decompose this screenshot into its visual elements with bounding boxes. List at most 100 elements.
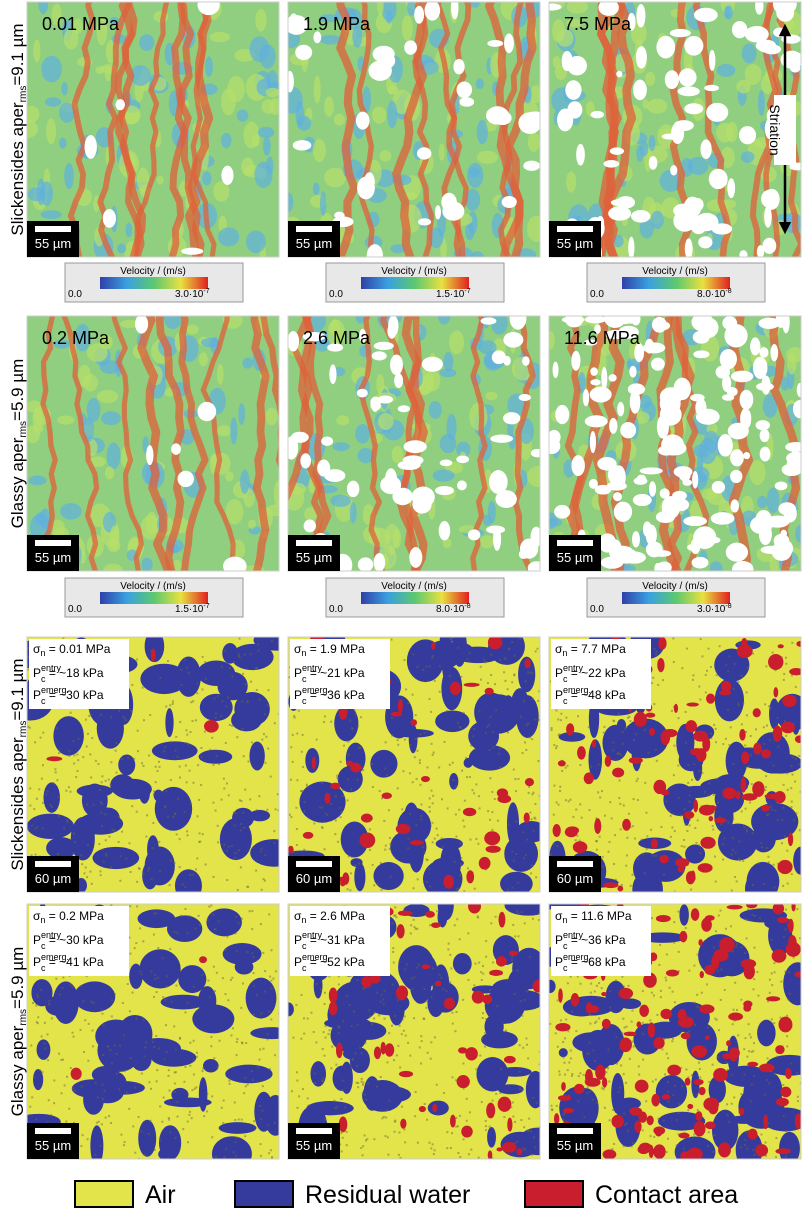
speckle bbox=[555, 747, 558, 750]
speckle bbox=[425, 880, 428, 883]
speckle bbox=[672, 661, 675, 664]
speckle bbox=[379, 1000, 382, 1003]
dry-area bbox=[588, 478, 598, 489]
speckle bbox=[605, 1071, 608, 1074]
speckle bbox=[157, 946, 160, 949]
phase-label-sigma: σn = 11.6 MPa bbox=[555, 909, 632, 925]
speckle bbox=[631, 1141, 634, 1144]
water-blob bbox=[794, 709, 801, 721]
value: = ~36 kPa bbox=[307, 688, 365, 702]
speckle bbox=[321, 1048, 324, 1051]
speckle bbox=[783, 935, 786, 938]
speckle bbox=[128, 1010, 131, 1013]
speckle bbox=[152, 821, 155, 824]
speckle bbox=[91, 1029, 94, 1032]
speckle bbox=[476, 915, 479, 918]
contact-spot bbox=[602, 1149, 617, 1159]
water-blob bbox=[340, 821, 369, 858]
speckle bbox=[743, 1048, 746, 1051]
speckle bbox=[743, 826, 746, 829]
speckle bbox=[412, 887, 415, 890]
contact-spot bbox=[633, 712, 647, 727]
speckle bbox=[52, 782, 55, 785]
speckle bbox=[368, 1015, 371, 1018]
speckle bbox=[661, 1048, 664, 1051]
speckle bbox=[641, 1021, 644, 1024]
scale-bar-line bbox=[296, 226, 332, 232]
speckle bbox=[102, 1053, 105, 1056]
speckle bbox=[223, 843, 226, 846]
water-blob bbox=[198, 749, 233, 764]
speckle bbox=[35, 1118, 38, 1121]
speckle bbox=[409, 772, 412, 775]
dry-area bbox=[682, 479, 692, 486]
dry-area bbox=[327, 343, 344, 352]
dry-area bbox=[292, 140, 312, 151]
speckle bbox=[636, 799, 639, 802]
speckle bbox=[564, 1073, 567, 1076]
colorbar-max-exponent: -7 bbox=[464, 288, 470, 295]
contact-spot bbox=[466, 870, 475, 884]
speckle bbox=[679, 814, 682, 817]
flow-spot bbox=[352, 24, 363, 48]
water-blob bbox=[159, 1125, 182, 1159]
speckle bbox=[388, 1099, 391, 1102]
speckle bbox=[623, 1026, 626, 1029]
speckle bbox=[62, 637, 65, 640]
contact-spot bbox=[658, 637, 667, 650]
speckle bbox=[167, 1069, 170, 1072]
contact-spot bbox=[704, 964, 716, 976]
speckle bbox=[454, 1030, 457, 1033]
speckle bbox=[717, 1029, 720, 1032]
water-blob bbox=[197, 660, 236, 687]
speckle bbox=[688, 794, 691, 797]
speckle bbox=[249, 653, 252, 656]
flow-spot bbox=[446, 413, 457, 441]
speckle bbox=[100, 781, 103, 784]
speckle bbox=[491, 1099, 494, 1102]
water-blob bbox=[160, 994, 207, 1010]
dry-area bbox=[730, 469, 743, 484]
row-label-suffix: =9.1 µm bbox=[8, 658, 27, 720]
sub: c bbox=[563, 696, 568, 706]
speckle bbox=[538, 719, 540, 722]
contact-spot bbox=[601, 991, 607, 997]
speckle bbox=[40, 777, 43, 780]
water-blob bbox=[33, 1069, 44, 1091]
water-blob bbox=[370, 749, 398, 778]
speckle bbox=[220, 798, 223, 801]
speckle bbox=[169, 1131, 172, 1134]
speckle bbox=[238, 637, 241, 640]
speckle bbox=[347, 740, 350, 743]
flow-spot bbox=[377, 2, 384, 16]
pressure-label: 7.5 MPa bbox=[564, 14, 632, 34]
speckle bbox=[61, 1058, 64, 1061]
speckle bbox=[671, 990, 674, 993]
speckle bbox=[55, 727, 58, 730]
speckle bbox=[305, 783, 308, 786]
contact-spot bbox=[720, 680, 732, 693]
flow-spot bbox=[254, 161, 273, 188]
speckle bbox=[234, 932, 237, 935]
speckle bbox=[237, 849, 240, 852]
dry-area bbox=[645, 541, 663, 558]
speckle bbox=[497, 752, 500, 755]
speckle bbox=[490, 653, 493, 656]
speckle bbox=[649, 1135, 652, 1138]
speckle bbox=[529, 671, 532, 674]
speckle bbox=[220, 714, 223, 717]
dry-area bbox=[755, 510, 772, 531]
speckle bbox=[407, 1041, 410, 1044]
speckle bbox=[461, 769, 464, 772]
speckle bbox=[79, 1028, 82, 1031]
speckle bbox=[790, 806, 793, 809]
contact-spot bbox=[359, 832, 376, 849]
speckle bbox=[628, 1057, 631, 1060]
contact-spot bbox=[791, 904, 796, 912]
speckle bbox=[290, 1090, 293, 1093]
speckle bbox=[655, 650, 658, 653]
dry-area bbox=[684, 35, 704, 56]
speckle bbox=[665, 800, 668, 803]
speckle bbox=[730, 889, 733, 892]
speckle bbox=[174, 1071, 177, 1074]
